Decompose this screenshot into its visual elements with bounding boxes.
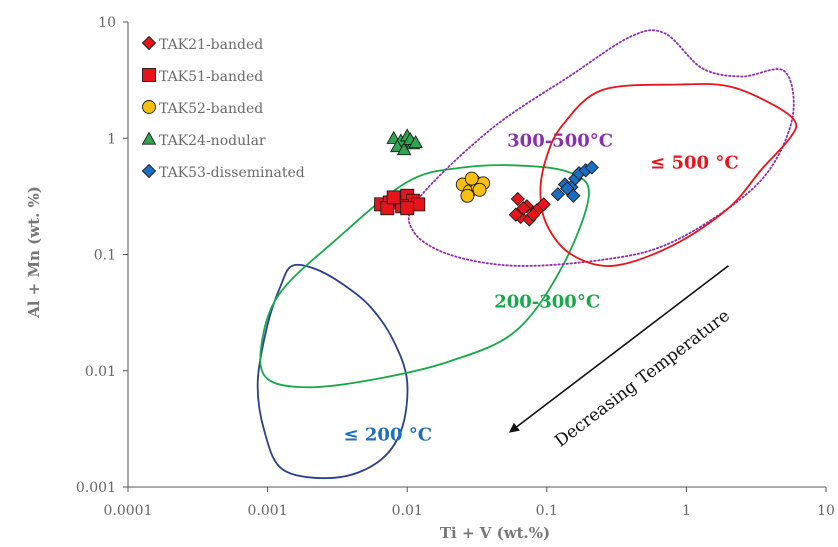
data-point	[516, 201, 531, 216]
region-outline	[259, 164, 590, 389]
legend-label: TAK51-banded	[159, 69, 263, 85]
x-tick-label: 10	[817, 503, 835, 519]
x-tick-label: 0.01	[392, 503, 423, 519]
data-point	[560, 181, 575, 196]
legend-marker	[142, 68, 156, 82]
y-tick-label: 10	[98, 15, 116, 31]
region-outline	[539, 83, 798, 267]
y-tick-label: 1	[107, 131, 116, 147]
legend-marker	[142, 100, 156, 114]
region-label: 200-300°C	[494, 292, 600, 313]
region-label: ≤ 500 °C	[650, 152, 739, 173]
region-label: ≤ 200 °C	[344, 425, 433, 446]
decreasing-temperature-arrow	[508, 265, 729, 433]
legend-label: TAK53-disseminated	[159, 165, 305, 181]
decreasing-temperature-label: Decreasing Temperature	[551, 306, 734, 452]
legend-marker	[141, 163, 157, 179]
legend-marker	[141, 131, 157, 145]
data-point	[408, 135, 423, 149]
data-point	[386, 190, 401, 205]
data-point	[536, 197, 551, 212]
data-point	[400, 201, 415, 216]
y-tick-label: 0.1	[94, 248, 116, 264]
legend-marker	[141, 35, 157, 51]
data-point	[472, 182, 487, 197]
data-point	[550, 187, 565, 202]
x-axis-title: Ti + V (wt.%)	[440, 524, 550, 542]
x-tick-label: 1	[682, 503, 691, 519]
x-tick-label: 0.001	[248, 503, 288, 519]
region-outline	[256, 263, 409, 480]
y-axis-title: Al + Mn (wt. %)	[25, 186, 43, 319]
y-tick-label: 0.001	[76, 480, 116, 496]
region-outline	[407, 29, 795, 267]
legend-label: TAK52-banded	[159, 101, 263, 117]
data-point	[526, 207, 541, 222]
data-point	[396, 142, 412, 156]
data-point	[584, 160, 599, 175]
y-tick-label: 0.01	[85, 364, 116, 380]
plot-frame	[127, 22, 826, 488]
temperature-regions: ≤ 200 °C 200-300°C 300-500°C ≤ 500 °C	[256, 29, 798, 480]
x-tick-label: 0.0001	[104, 503, 153, 519]
data-point	[510, 191, 525, 207]
region-label: 300-500°C	[507, 130, 613, 151]
data-point	[460, 188, 475, 203]
legend: TAK21-banded TAK51-banded TAK52-banded TAK2…	[141, 35, 305, 181]
data-points	[374, 128, 599, 227]
x-tick-label: 0.1	[536, 503, 558, 519]
legend-label: TAK21-banded	[159, 37, 263, 53]
axis-ticks: 0.0001 0.001 0.01 0.1 1 10 10 1 0.1 0.01 0.001	[76, 15, 835, 519]
data-point	[464, 171, 479, 186]
data-point	[508, 207, 523, 222]
legend-label: TAK24-nodular	[159, 133, 266, 149]
